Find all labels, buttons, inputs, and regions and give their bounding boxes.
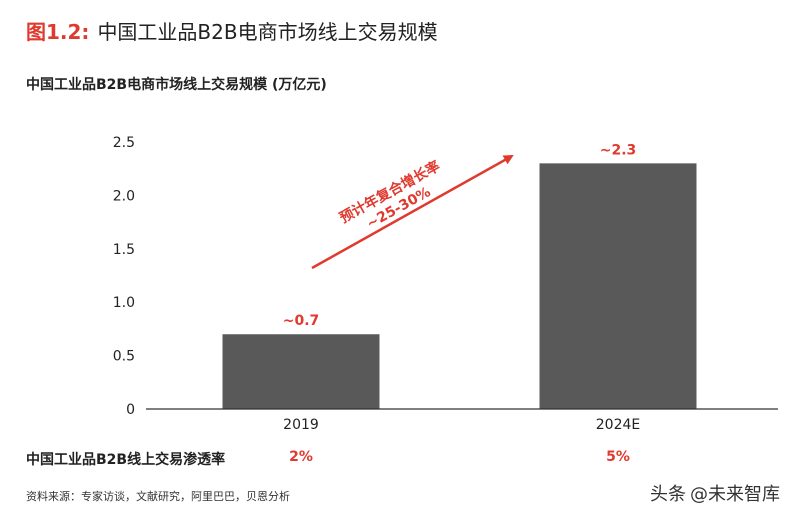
penetration-label: 中国工业品B2B线上交易渗透率 — [26, 452, 226, 468]
data-label-2019: ~0.7 — [283, 313, 320, 329]
penetration-value-2019: 2% — [289, 449, 313, 465]
watermark: 头条 @未来智库 — [650, 480, 780, 506]
source-note: 资料来源：专家访谈，文献研究，阿里巴巴，贝恩分析 — [26, 490, 290, 503]
y-tick-label: 0.5 — [113, 349, 135, 365]
chart-title: 中国工业品B2B电商市场线上交易规模 (万亿元) — [26, 77, 327, 93]
x-axis-labels: 2019 2024E — [283, 417, 640, 433]
growth-arrow — [311, 154, 514, 270]
y-tick-label: 1.0 — [113, 295, 135, 311]
growth-annotation: 预计年复合增长率 ~25-30% — [311, 154, 514, 270]
bar-2024e — [539, 163, 697, 409]
penetration-value-2024e: 5% — [606, 449, 630, 465]
data-label-2024e: ~2.3 — [600, 142, 637, 158]
y-tick-label: 2.0 — [113, 188, 135, 204]
watermark-handle: @未来智库 — [690, 484, 780, 505]
y-tick-label: 2.5 — [113, 135, 135, 151]
figure-number: 图1.2: — [26, 20, 90, 44]
x-tick-label: 2019 — [283, 417, 319, 433]
figure-title: 图1.2: 中国工业品B2B电商市场线上交易规模 — [26, 16, 438, 45]
y-tick-label: 1.5 — [113, 242, 135, 258]
bar-2019 — [222, 334, 380, 409]
watermark-brand: 头条 — [650, 484, 686, 505]
bars: ~0.7 ~2.3 — [222, 142, 697, 409]
y-tick-label: 0 — [126, 402, 135, 418]
y-axis: 0 0.5 1.0 1.5 2.0 2.5 — [113, 135, 135, 418]
x-tick-label: 2024E — [596, 417, 640, 433]
figure-title-text: 中国工业品B2B电商市场线上交易规模 — [97, 20, 438, 44]
